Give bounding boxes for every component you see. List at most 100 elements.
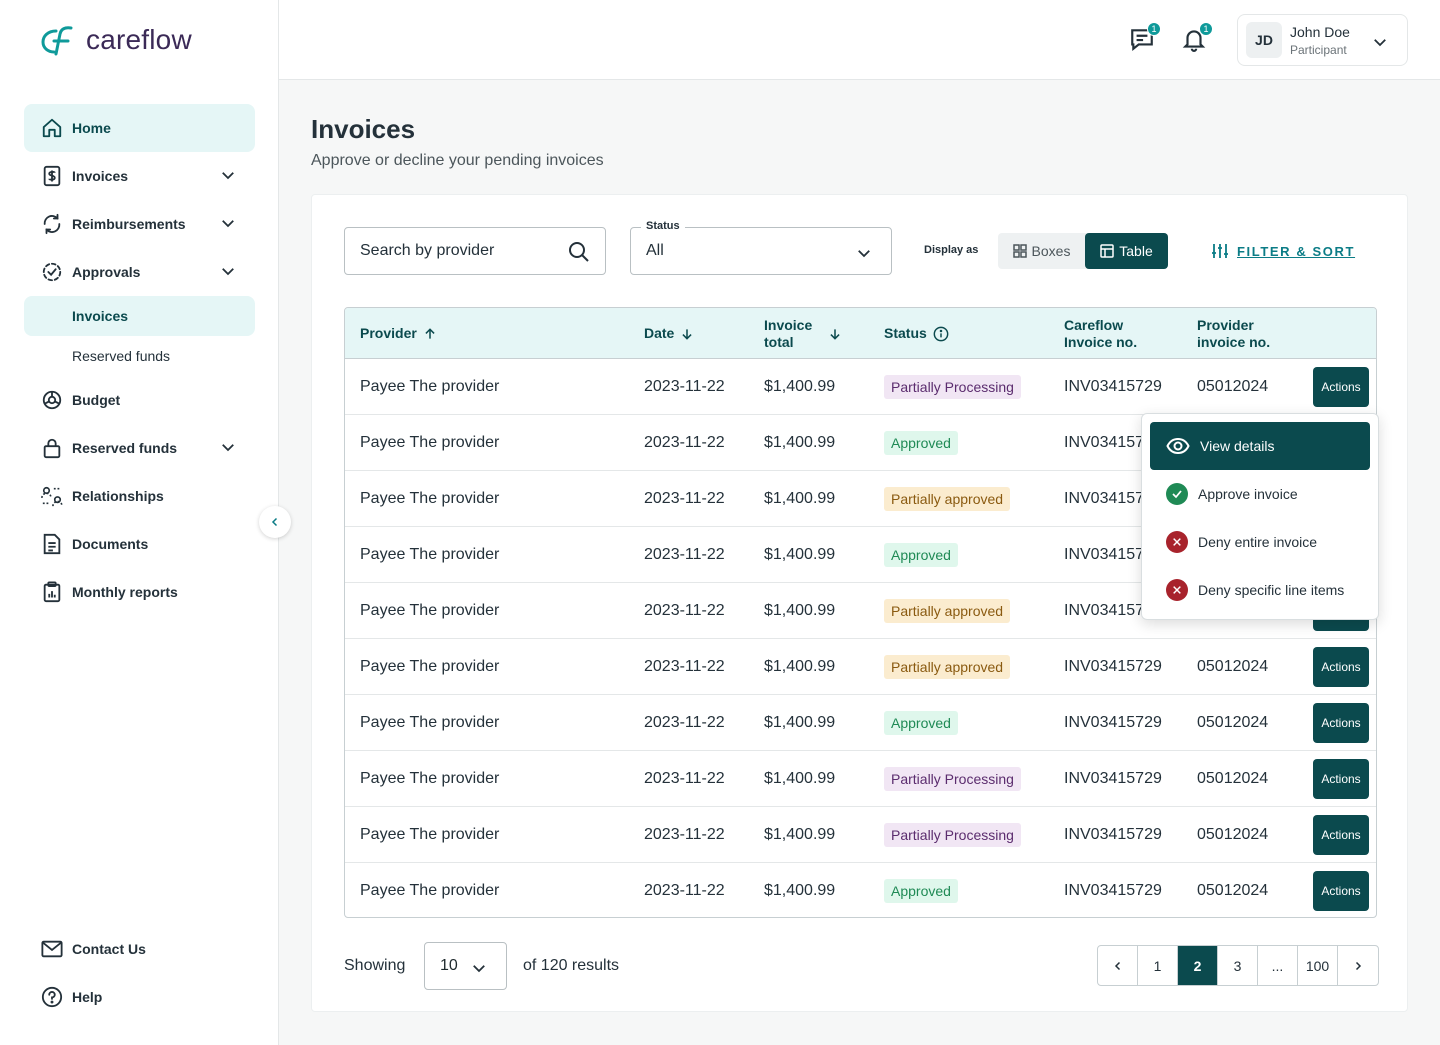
actions-button[interactable]: Actions	[1313, 814, 1369, 855]
table-row[interactable]: Payee The provider 2023-11-22 $1,400.99 Par…	[345, 639, 1376, 695]
cell-careflow-invoice-no-text: INV03415729	[1064, 377, 1162, 395]
cell-date-text: 2023-11-22	[644, 377, 725, 395]
cell-actions: Actions	[1313, 751, 1369, 806]
actions-button[interactable]: Actions	[1313, 758, 1369, 799]
col-provider[interactable]: Provider	[360, 308, 437, 359]
table-row[interactable]: Payee The provider 2023-11-22 $1,400.99 Par…	[345, 359, 1376, 415]
filter-sort-button[interactable]: FILTER & SORT	[1211, 242, 1355, 260]
cell-provider-text: Payee The provider	[360, 601, 500, 619]
boxes-view-button[interactable]: Boxes	[998, 233, 1085, 269]
sidebar-item-contact-us[interactable]: Contact Us	[24, 925, 255, 973]
logo[interactable]: careflow	[40, 24, 192, 56]
sidebar-item-label: Relationships	[72, 488, 164, 504]
table-view-button[interactable]: Table	[1085, 233, 1168, 269]
sidebar-item-documents[interactable]: Documents	[24, 520, 255, 568]
sidebar-subitem-approval-invoices[interactable]: Invoices	[24, 296, 255, 336]
cell-careflow-invoice-no: INV03415729	[1064, 471, 1162, 526]
cell-careflow-invoice-no-text: INV03415729	[1064, 489, 1162, 507]
col-provider-invoice-no[interactable]: Provider invoice no.	[1197, 308, 1270, 359]
page-button[interactable]: 1	[1138, 946, 1178, 985]
cell-invoice-total-text: $1,400.99	[764, 601, 836, 619]
sidebar-item-home[interactable]: Home	[24, 104, 255, 152]
messages-count-badge: 1	[1147, 22, 1161, 36]
arrow-down-icon	[682, 328, 692, 340]
cell-date: 2023-11-22	[644, 639, 725, 694]
sidebar-item-budget[interactable]: Budget	[24, 376, 255, 424]
status-badge: Partially approved	[884, 654, 1011, 679]
info-icon[interactable]	[933, 326, 949, 342]
approve-invoice-menu-item[interactable]: Approve invoice	[1150, 470, 1370, 518]
cell-invoice-total-text: $1,400.99	[764, 657, 836, 675]
page-button[interactable]: 3	[1218, 946, 1258, 985]
actions-button[interactable]: Actions	[1313, 870, 1369, 911]
col-careflow-invoice-no[interactable]: Careflow Invoice no.	[1064, 308, 1137, 359]
status-badge: Approved	[884, 878, 958, 903]
chevron-down-icon[interactable]	[219, 262, 237, 283]
actions-button[interactable]: Actions	[1313, 366, 1369, 407]
cell-invoice-total: $1,400.99	[764, 639, 835, 694]
user-menu[interactable]: JD John Doe Participant	[1237, 14, 1408, 66]
sidebar-subitem-approval-reserved-funds[interactable]: Reserved funds	[72, 348, 171, 364]
prev-page-button[interactable]	[1098, 946, 1138, 985]
cell-invoice-total: $1,400.99	[764, 415, 835, 470]
sidebar-item-relationships[interactable]: Relationships	[24, 472, 255, 520]
table-row[interactable]: Payee The provider 2023-11-22 $1,400.99 App…	[345, 863, 1376, 917]
next-page-button[interactable]	[1338, 946, 1378, 985]
chevron-down-icon	[1371, 33, 1389, 56]
page-button[interactable]: 100	[1298, 946, 1338, 985]
col-provider-no-label: invoice no.	[1197, 333, 1271, 350]
view-details-menu-item[interactable]: View details	[1150, 422, 1370, 470]
col-status[interactable]: Status	[884, 308, 949, 359]
page-button-current[interactable]: 2	[1178, 946, 1218, 985]
deny-line-items-menu-item[interactable]: Deny specific line items	[1150, 566, 1370, 614]
status-select[interactable]: Status All	[630, 220, 892, 275]
table-row[interactable]: Payee The provider 2023-11-22 $1,400.99 Par…	[345, 807, 1376, 863]
col-provider-no-label: Provider	[1197, 316, 1254, 333]
cell-date-text: 2023-11-22	[644, 433, 725, 451]
status-label: Status	[641, 220, 685, 232]
actions-button[interactable]: Actions	[1313, 702, 1369, 743]
cell-invoice-total-text: $1,400.99	[764, 489, 836, 507]
deny-entire-invoice-menu-item[interactable]: Deny entire invoice	[1150, 518, 1370, 566]
chevron-down-icon[interactable]	[219, 438, 237, 459]
cell-date: 2023-11-22	[644, 863, 725, 917]
cell-careflow-invoice-no-text: INV03415729	[1064, 713, 1162, 731]
cell-careflow-invoice-no-text: INV03415729	[1064, 657, 1162, 675]
sidebar-item-reserved-funds[interactable]: Reserved funds	[24, 424, 255, 472]
messages-button[interactable]: 1	[1129, 22, 1161, 54]
col-invoice-total[interactable]: Invoice total	[764, 308, 842, 359]
cell-date: 2023-11-22	[644, 583, 725, 638]
chevron-down-icon[interactable]	[219, 166, 237, 187]
brand-name: careflow	[86, 24, 192, 55]
per-page-select[interactable]: 10	[424, 942, 507, 990]
status-badge: Partially Processing	[884, 766, 1021, 791]
cell-provider-text: Payee The provider	[360, 657, 500, 675]
sidebar-item-monthly-reports[interactable]: Monthly reports	[24, 568, 255, 616]
sidebar-item-label: Budget	[72, 392, 121, 408]
sidebar-item-invoices[interactable]: Invoices	[24, 152, 255, 200]
status-badge: Partially Processing	[884, 374, 1021, 399]
top-header: 1 1 JD John Doe Participant	[279, 0, 1440, 80]
table-row[interactable]: Payee The provider 2023-11-22 $1,400.99 Par…	[345, 751, 1376, 807]
col-date[interactable]: Date	[644, 308, 694, 359]
status-badge: Approved	[884, 710, 958, 735]
chevron-down-icon[interactable]	[219, 214, 237, 235]
cell-careflow-invoice-no-text: INV03415729	[1064, 545, 1162, 563]
sidebar-item-reimbursements[interactable]: Reimbursements	[24, 200, 255, 248]
cell-provider-text: Payee The provider	[360, 713, 500, 731]
cell-provider: Payee The provider	[360, 583, 499, 638]
cell-provider-text: Payee The provider	[360, 769, 500, 787]
x-circle-icon	[1166, 579, 1188, 601]
sidebar-item-help[interactable]: Help	[24, 973, 255, 1021]
collapse-sidebar-button[interactable]	[259, 506, 291, 538]
deny-line-items-label: Deny specific line items	[1198, 582, 1345, 598]
notifications-button[interactable]: 1	[1181, 22, 1213, 54]
search-input[interactable]: Search by provider	[344, 227, 606, 275]
cell-invoice-total-text: $1,400.99	[764, 545, 836, 563]
sidebar-item-approvals[interactable]: Approvals	[24, 248, 255, 296]
table-label: Table	[1119, 243, 1153, 259]
status-badge: Approved	[884, 542, 958, 567]
table-row[interactable]: Payee The provider 2023-11-22 $1,400.99 App…	[345, 695, 1376, 751]
results-count: of 120 results	[523, 957, 620, 974]
actions-button[interactable]: Actions	[1313, 646, 1369, 687]
